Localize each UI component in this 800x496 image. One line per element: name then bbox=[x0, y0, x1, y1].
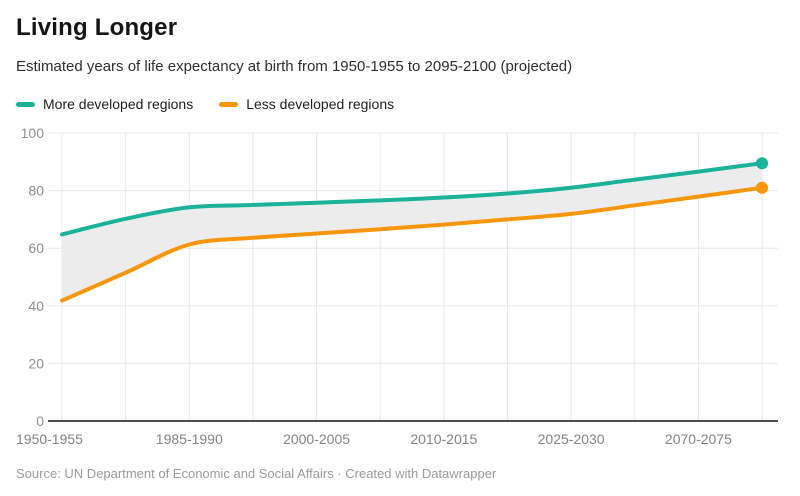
end-point-dot-more-developed bbox=[756, 157, 769, 170]
y-tick-label: 20 bbox=[28, 355, 44, 371]
legend-item-less-developed: Less developed regions bbox=[219, 96, 394, 112]
x-tick-label: 2070-2075 bbox=[665, 431, 732, 447]
y-tick-label: 100 bbox=[21, 126, 45, 141]
series-line-more-developed bbox=[60, 161, 764, 237]
y-tick-label: 60 bbox=[28, 240, 44, 256]
legend-item-more-developed: More developed regions bbox=[16, 96, 193, 112]
y-tick-label: 40 bbox=[28, 298, 44, 314]
line-chart-svg: 0 20 40 60 80 100 1950-1955 1985-1990 2000-2005 2… bbox=[16, 125, 778, 447]
between-series-band bbox=[62, 163, 762, 301]
legend: More developed regions Less developed re… bbox=[16, 96, 394, 112]
y-tick-label: 0 bbox=[36, 413, 44, 429]
y-tick-label: 80 bbox=[28, 183, 44, 199]
series-line-less-developed bbox=[60, 185, 764, 303]
legend-label-more-developed: More developed regions bbox=[43, 96, 194, 112]
line-chart-area: 0 20 40 60 80 100 1950-1955 1985-1990 2000-2005 2… bbox=[0, 125, 800, 456]
source-attribution: Source: UN Department of Economic and So… bbox=[16, 466, 497, 481]
page-title: Living Longer bbox=[16, 14, 178, 41]
x-tick-label: 1950-1955 bbox=[16, 431, 83, 447]
x-tick-label: 2000-2005 bbox=[283, 431, 350, 447]
end-point-dot-less-developed bbox=[756, 181, 769, 194]
legend-label-less-developed: Less developed regions bbox=[246, 96, 395, 112]
x-tick-label: 2025-2030 bbox=[538, 431, 605, 447]
x-tick-label: 2010-2015 bbox=[410, 431, 477, 447]
chart-subtitle: Estimated years of life expectancy at bi… bbox=[16, 58, 573, 75]
x-tick-label: 1985-1990 bbox=[156, 431, 223, 447]
legend-swatch-less-developed-icon bbox=[219, 101, 239, 107]
legend-swatch-more-developed-icon bbox=[16, 101, 35, 107]
